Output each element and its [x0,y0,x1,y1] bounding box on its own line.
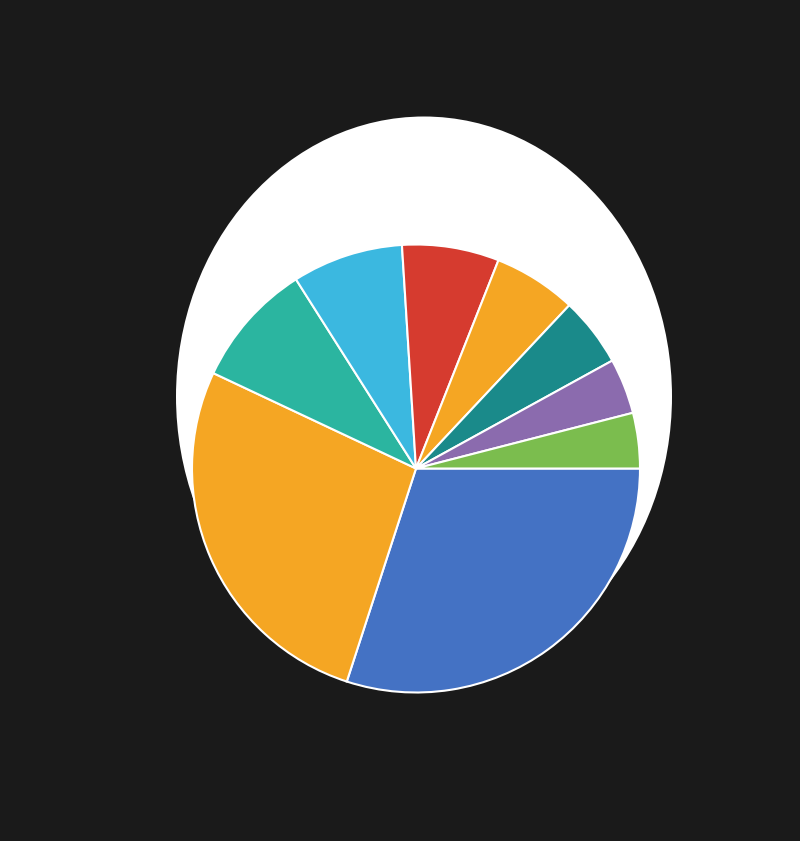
Wedge shape [402,245,498,468]
Ellipse shape [176,117,672,676]
Wedge shape [346,468,640,692]
Wedge shape [296,245,416,468]
Wedge shape [416,413,640,468]
Wedge shape [416,260,570,468]
Wedge shape [192,373,416,681]
Wedge shape [214,279,416,468]
Wedge shape [416,305,612,468]
Wedge shape [416,361,633,468]
